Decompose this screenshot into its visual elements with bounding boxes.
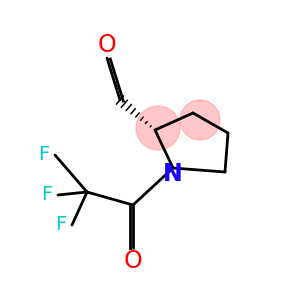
Text: F: F [41, 185, 52, 205]
Text: N: N [163, 162, 183, 186]
Text: O: O [124, 249, 142, 273]
Circle shape [136, 106, 180, 150]
Circle shape [180, 100, 220, 140]
Text: F: F [38, 146, 50, 164]
Text: O: O [98, 33, 116, 57]
Text: F: F [56, 215, 67, 235]
